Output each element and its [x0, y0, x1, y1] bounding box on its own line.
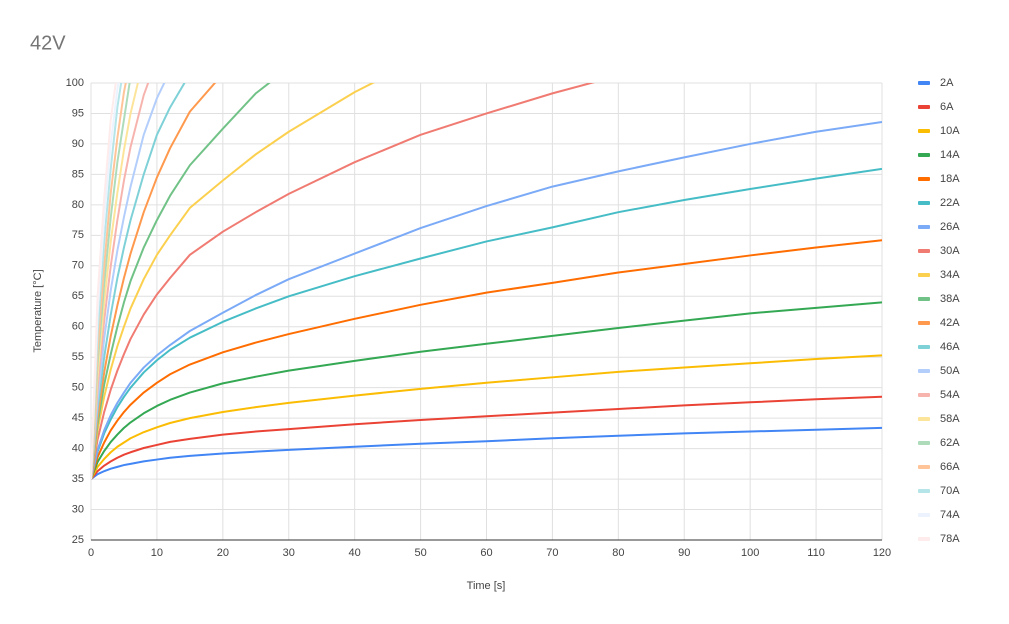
legend-label: 22A — [940, 197, 960, 209]
legend-swatch — [918, 345, 930, 349]
x-tick-label: 80 — [612, 547, 624, 559]
y-tick-label: 65 — [72, 290, 84, 302]
series-line — [91, 83, 186, 480]
y-tick-label: 75 — [72, 229, 84, 241]
y-tick-label: 100 — [66, 77, 84, 89]
legend-label: 66A — [940, 461, 960, 473]
legend-label: 54A — [940, 389, 960, 401]
legend-swatch — [918, 441, 930, 445]
x-tick-label: 110 — [807, 547, 825, 559]
series-line — [91, 83, 217, 480]
legend-swatch — [918, 177, 930, 181]
x-axis-label: Time [s] — [467, 580, 506, 592]
legend-swatch — [918, 273, 930, 277]
y-tick-label: 95 — [72, 107, 84, 119]
legend-label: 34A — [940, 269, 960, 281]
legend-swatch — [918, 417, 930, 421]
series-line — [91, 83, 271, 480]
legend-swatch — [918, 249, 930, 253]
x-tick-label: 90 — [678, 547, 690, 559]
legend-label: 42A — [940, 317, 960, 329]
legend-swatch — [918, 369, 930, 373]
series-line — [91, 354, 882, 480]
legend-swatch — [918, 537, 930, 541]
legend-swatch — [918, 81, 930, 85]
legend-label: 50A — [940, 365, 960, 377]
legend-label: 2A — [940, 77, 954, 89]
legend-swatch — [918, 321, 930, 325]
x-tick-label: 120 — [873, 547, 891, 559]
legend: 2A 6A 10A 14A 18A 22A 26A 30A 34A 38A 42A 46A 50A 54A… — [918, 77, 960, 545]
legend-swatch — [918, 225, 930, 229]
legend-swatch — [918, 105, 930, 109]
series-line — [91, 83, 375, 480]
legend-swatch — [918, 489, 930, 493]
series-line — [91, 239, 882, 480]
series-line — [91, 83, 166, 480]
y-tick-label: 30 — [72, 503, 84, 515]
x-tick-label: 60 — [480, 547, 492, 559]
legend-label: 6A — [940, 101, 954, 113]
series-line — [91, 121, 882, 480]
x-tick-label: 40 — [349, 547, 361, 559]
y-tick-label: 50 — [72, 382, 84, 394]
y-tick-label: 85 — [72, 168, 84, 180]
series-line — [91, 426, 882, 480]
legend-swatch — [918, 465, 930, 469]
legend-swatch — [918, 201, 930, 205]
legend-swatch — [918, 393, 930, 397]
series-line — [91, 83, 595, 480]
chart-title: 42V — [30, 32, 66, 54]
legend-label: 74A — [940, 509, 960, 521]
y-tick-label: 35 — [72, 473, 84, 485]
legend-swatch — [918, 153, 930, 157]
y-tick-label: 60 — [72, 321, 84, 333]
legend-swatch — [918, 513, 930, 517]
x-tick-label: 70 — [546, 547, 558, 559]
x-tick-label: 10 — [151, 547, 163, 559]
y-tick-label: 90 — [72, 138, 84, 150]
y-tick-label: 55 — [72, 351, 84, 363]
series-line — [91, 301, 882, 480]
y-axis-label: Temperature [°C] — [32, 269, 44, 352]
grid: 25 30 35 40 45 50 55 60 65 70 75 80 85 90 95 100 0 10 20 30… — [66, 77, 892, 559]
series-line — [91, 83, 117, 480]
series-line — [91, 83, 150, 480]
legend-label: 10A — [940, 125, 960, 137]
y-tick-label: 40 — [72, 443, 84, 455]
legend-label: 18A — [940, 173, 960, 185]
legend-label: 70A — [940, 485, 960, 497]
legend-label: 30A — [940, 245, 960, 257]
series-line — [91, 395, 882, 480]
x-tick-label: 0 — [88, 547, 94, 559]
x-tick-label: 30 — [283, 547, 295, 559]
y-tick-label: 45 — [72, 412, 84, 424]
legend-label: 38A — [940, 293, 960, 305]
x-tick-label: 20 — [217, 547, 229, 559]
legend-label: 58A — [940, 413, 960, 425]
legend-label: 62A — [940, 437, 960, 449]
y-tick-label: 80 — [72, 199, 84, 211]
legend-label: 14A — [940, 149, 960, 161]
series-line — [91, 167, 882, 480]
y-tick-label: 25 — [72, 534, 84, 546]
series-line — [91, 83, 139, 480]
y-tick-label: 70 — [72, 260, 84, 272]
legend-label: 26A — [940, 221, 960, 233]
plot-area — [91, 83, 882, 480]
legend-label: 78A — [940, 533, 960, 545]
x-tick-label: 100 — [741, 547, 759, 559]
legend-label: 46A — [940, 341, 960, 353]
legend-swatch — [918, 297, 930, 301]
legend-swatch — [918, 129, 930, 133]
x-tick-label: 50 — [414, 547, 426, 559]
